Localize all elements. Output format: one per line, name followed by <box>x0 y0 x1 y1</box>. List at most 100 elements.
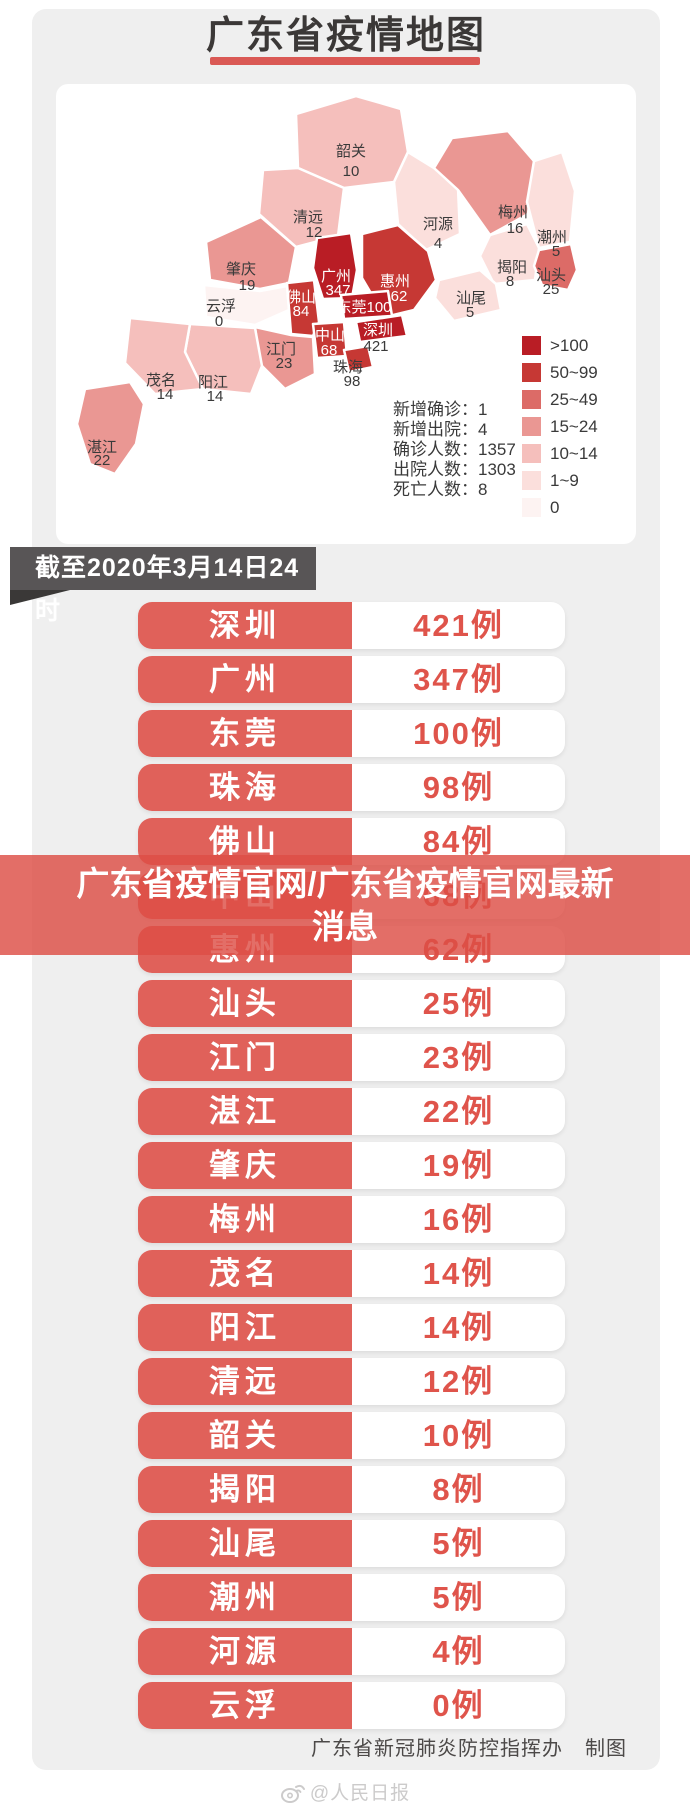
row-city-pill <box>138 1034 352 1081</box>
legend-item: >100 <box>522 336 598 355</box>
row-city-pill <box>138 980 352 1027</box>
table-row: 湛江 22例 <box>138 1088 565 1135</box>
row-city: 肇庆 <box>209 1148 281 1183</box>
legend-item: 1~9 <box>522 471 598 490</box>
row-city-pill <box>138 1250 352 1297</box>
row-city: 珠海 <box>209 770 281 805</box>
legend-item: 25~49 <box>522 390 598 409</box>
stat-line: 新增确诊：1 <box>393 400 516 420</box>
table-row: 汕尾 5例 <box>138 1520 565 1567</box>
region-label: 14 <box>157 386 174 403</box>
region-shape <box>478 222 541 286</box>
region-label: 62 <box>391 288 408 305</box>
table-row: 茂名 14例 <box>138 1250 565 1297</box>
legend-swatch <box>522 444 541 463</box>
row-count: 4例 <box>432 1634 485 1669</box>
title-underline <box>210 57 480 65</box>
row-city: 云浮 <box>209 1688 281 1723</box>
row-city-pill <box>138 1304 352 1351</box>
region-shape <box>342 344 375 374</box>
stat-value: 8 <box>478 480 488 499</box>
legend-label: 50~99 <box>550 363 598 382</box>
row-city-pill <box>138 1520 352 1567</box>
row-city-pill <box>138 656 352 703</box>
region-label: 10 <box>343 163 360 180</box>
row-city: 东莞 <box>209 716 281 751</box>
region-shape <box>433 268 503 323</box>
region-label: 421 <box>363 338 388 355</box>
legend-item: 50~99 <box>522 363 598 382</box>
legend-item: 10~14 <box>522 444 598 463</box>
row-count: 347例 <box>413 662 504 697</box>
row-city-pill <box>138 1628 352 1675</box>
row-count: 19例 <box>422 1148 495 1183</box>
legend-label: 0 <box>550 498 560 517</box>
legend-swatch <box>522 390 541 409</box>
row-city: 茂名 <box>209 1256 281 1291</box>
legend-swatch <box>522 498 541 517</box>
footer-credit-maker: 制图 <box>585 1738 627 1760</box>
row-city-pill <box>138 1088 352 1135</box>
legend-swatch <box>522 417 541 436</box>
region-label: 肇庆 <box>226 261 256 278</box>
region-label: 梅州 <box>498 204 528 221</box>
row-count: 12例 <box>422 1364 495 1399</box>
table-row: 河源 4例 <box>138 1628 565 1675</box>
region-label: 12 <box>306 224 323 241</box>
table-row: 深圳 421例 <box>138 602 565 649</box>
region-label: 5 <box>552 243 560 260</box>
stat-label: 出院人数 <box>393 460 461 479</box>
region-shape <box>532 242 579 292</box>
region-label: 清远 <box>293 209 323 226</box>
legend-label: 25~49 <box>550 390 598 409</box>
legend-swatch <box>522 363 541 382</box>
stat-value: 4 <box>478 420 488 439</box>
row-city-pill <box>138 1358 352 1405</box>
case-table: 深圳421例广州347例东莞100例珠海98例佛山84例中山68例惠州62例汕头… <box>138 602 565 1736</box>
region-label: 深圳 <box>363 322 393 339</box>
region-label: 河源 <box>423 216 453 233</box>
legend-swatch <box>522 336 541 355</box>
stat-separator: ： <box>461 400 478 419</box>
stat-value: 1303 <box>478 460 516 479</box>
row-count: 16例 <box>422 1202 495 1237</box>
table-row: 东莞 100例 <box>138 710 565 757</box>
region-label: 云浮 <box>206 298 236 315</box>
stat-line: 出院人数：1303 <box>393 460 516 480</box>
region-label: 4 <box>434 235 442 252</box>
page-title: 广东省疫情地图 <box>205 15 486 57</box>
map-card: 韶关 10 清远 12 河源 4 梅州 16 潮州 5 揭阳 8 汕头 25 汕尾 5 惠州 62 肇庆 19 云浮 0 广… <box>56 84 636 544</box>
row-count: 25例 <box>422 986 495 1021</box>
region-label: 中山 <box>315 327 345 344</box>
row-city: 韶关 <box>209 1418 281 1453</box>
row-count: 100例 <box>413 716 504 751</box>
region-label: 江门 <box>266 341 296 358</box>
legend-item: 15~24 <box>522 417 598 436</box>
row-count: 98例 <box>422 770 495 805</box>
region-label: 汕头 <box>536 267 566 284</box>
legend-label: 10~14 <box>550 444 598 463</box>
row-count: 23例 <box>422 1040 495 1075</box>
row-city-pill <box>138 1142 352 1189</box>
region-shape <box>525 150 577 250</box>
row-count: 14例 <box>422 1256 495 1291</box>
region-label: 揭阳 <box>497 259 527 276</box>
region-label: 佛山 <box>286 289 316 306</box>
row-city-pill <box>138 602 352 649</box>
region-label: 潮州 <box>537 229 567 246</box>
row-city: 江门 <box>209 1040 281 1075</box>
stat-label: 新增确诊 <box>393 400 461 419</box>
stat-separator: ： <box>461 460 478 479</box>
region-label: 8 <box>506 273 514 290</box>
region-label: 23 <box>276 355 293 372</box>
table-row: 肇庆 19例 <box>138 1142 565 1189</box>
row-count: 5例 <box>432 1580 485 1615</box>
legend-label: 1~9 <box>550 471 579 490</box>
region-label: 0 <box>215 313 223 330</box>
region-label: 珠海 <box>333 359 363 376</box>
row-city: 梅州 <box>209 1202 281 1237</box>
region-label: 19 <box>239 277 256 294</box>
table-row: 潮州 5例 <box>138 1574 565 1621</box>
watermark: @人民日报 <box>0 1778 690 1805</box>
row-city: 揭阳 <box>209 1472 281 1507</box>
